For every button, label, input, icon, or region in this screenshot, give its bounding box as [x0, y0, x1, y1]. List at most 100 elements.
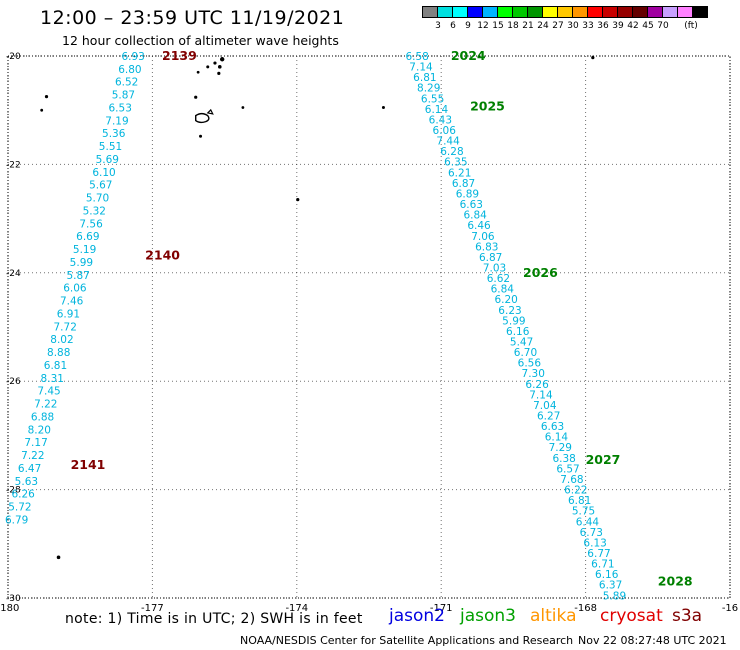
island-outline: [206, 108, 214, 115]
colorbar-unit-label: (ft): [684, 21, 698, 31]
satellite-legend-cryosat: cryosat: [600, 606, 663, 626]
wave-height-value: 7.46: [60, 296, 84, 308]
island-mark: [194, 95, 198, 99]
wave-height-value: 6.89: [456, 188, 479, 200]
wave-height-value: 7.22: [34, 399, 57, 411]
wave-height-value: 6.55: [421, 93, 444, 105]
wave-height-value: 5.36: [102, 128, 126, 140]
longitude-tick-label: -168: [574, 603, 597, 614]
wave-height-value: 6.69: [76, 231, 99, 243]
longitude-tick-label: -174: [285, 603, 308, 614]
orbit-label: 2024: [451, 48, 486, 63]
wave-height-value: 6.26: [525, 379, 549, 391]
wave-height-value: 7.06: [471, 231, 495, 243]
island-mark: [206, 65, 210, 69]
longitude-tick-label: -177: [141, 603, 164, 614]
wave-height-value: 6.87: [452, 178, 475, 190]
island-mark: [591, 56, 595, 60]
wave-height-value: 5.99: [502, 315, 525, 327]
colorbar-tick-label: 36: [597, 21, 609, 31]
wave-height-value: 6.14: [545, 432, 569, 444]
wave-height-value: 6.57: [556, 463, 579, 475]
latitude-tick-label: -22: [6, 160, 21, 170]
wave-height-value: 6.58: [405, 51, 428, 63]
latitude-tick-label: -24: [6, 269, 21, 279]
orbit-label: 2028: [658, 574, 693, 589]
island-mark: [56, 555, 61, 560]
credit-line: NOAA/NESDIS Center for Satellite Applica…: [240, 634, 574, 647]
wave-height-value: 7.14: [409, 62, 433, 74]
wave-height-value: 6.16: [595, 569, 619, 581]
wave-height-value: 6.20: [494, 294, 517, 306]
wave-height-value: 6.13: [583, 537, 606, 549]
wave-height-value: 6.91: [57, 308, 80, 320]
wave-height-value: 6.14: [425, 104, 449, 116]
wave-height-value: 6.28: [440, 146, 463, 158]
wave-height-value: 5.87: [66, 270, 89, 282]
orbit-label: 2027: [586, 452, 621, 467]
wave-height-value: 5.89: [603, 590, 626, 602]
longitude-tick-label: -180: [0, 603, 19, 614]
wave-height-value: 6.06: [63, 283, 87, 295]
wave-height-value: 6.10: [92, 167, 115, 179]
longitude-tick-label: -16: [722, 603, 738, 614]
island-mark: [217, 65, 222, 69]
wave-height-value: 6.87: [479, 252, 502, 264]
island-mark: [219, 57, 225, 62]
island-mark: [40, 108, 44, 112]
wave-height-value: 5.32: [83, 205, 106, 217]
wave-height-value: 8.29: [417, 83, 440, 95]
colorbar-tick-label: 70: [657, 21, 669, 31]
wave-height-value: 6.26: [11, 489, 35, 501]
latitude-tick-label: -20: [6, 52, 21, 62]
wave-height-value: 5.67: [89, 180, 112, 192]
satellite-legend-jason2: jason2: [389, 606, 445, 626]
colorbar-tick-label: 42: [627, 21, 639, 31]
wave-height-value: 6.16: [506, 326, 530, 338]
colorbar-tick-label: 12: [477, 21, 489, 31]
wave-height-value: 6.27: [537, 411, 560, 423]
latitude-tick-label: -28: [6, 486, 21, 496]
orbit-label: 2141: [71, 457, 106, 472]
island-mark: [44, 95, 49, 99]
wave-height-value: 6.63: [460, 199, 483, 211]
wave-height-value: 6.22: [564, 485, 587, 497]
wave-height-value: 6.56: [518, 358, 542, 370]
wave-height-value: 7.56: [79, 218, 103, 230]
wave-height-value: 5.87: [112, 90, 135, 102]
colorbar-labels: 3 6 9 12 15 18 21 24 27 30 33 36 39 42 45 70 (ft): [422, 21, 740, 33]
wave-height-value: 7.04: [533, 400, 557, 412]
orbit-label: 2140: [145, 247, 180, 262]
colorbar-tick-label: 39: [612, 21, 624, 31]
colorbar-tick-label: 15: [492, 21, 504, 31]
colorbar-tick-label: 18: [507, 21, 519, 31]
orbit-label: 2025: [470, 98, 505, 113]
wave-height-value: 6.83: [475, 241, 498, 253]
satellite-legend-s3a: s3a: [672, 606, 703, 626]
satellite-legend-jason3: jason3: [460, 606, 516, 626]
wave-height-value: 6.52: [115, 77, 138, 89]
wave-height-value: 6.43: [429, 114, 452, 126]
island-mark: [241, 106, 245, 109]
island-outline: [195, 112, 210, 124]
wave-height-value: 6.81: [413, 72, 436, 84]
longitude-tick-label: -171: [430, 603, 453, 614]
wave-height-value: 5.72: [8, 502, 31, 514]
wave-height-value: 7.14: [529, 389, 553, 401]
wave-height-value: 6.23: [498, 305, 521, 317]
wave-height-value: 6.73: [580, 527, 603, 539]
wave-height-value: 5.63: [15, 476, 38, 488]
wave-height-value: 6.71: [591, 559, 614, 571]
latitude-tick-label: -30: [6, 594, 21, 604]
wave-height-value: 6.44: [576, 516, 600, 528]
wave-height-value: 6.70: [514, 347, 537, 359]
wave-height-value: 6.77: [587, 548, 610, 560]
island-mark: [217, 71, 221, 75]
wave-height-value: 7.44: [436, 136, 460, 148]
footer-note: note: 1) Time is in UTC; 2) SWH is in fe…: [65, 611, 363, 627]
wave-height-value: 5.19: [73, 244, 96, 256]
wave-height-value: 7.29: [549, 442, 572, 454]
colorbar-tick-label: 9: [465, 21, 471, 31]
colorbar-tick-label: 6: [450, 21, 456, 31]
